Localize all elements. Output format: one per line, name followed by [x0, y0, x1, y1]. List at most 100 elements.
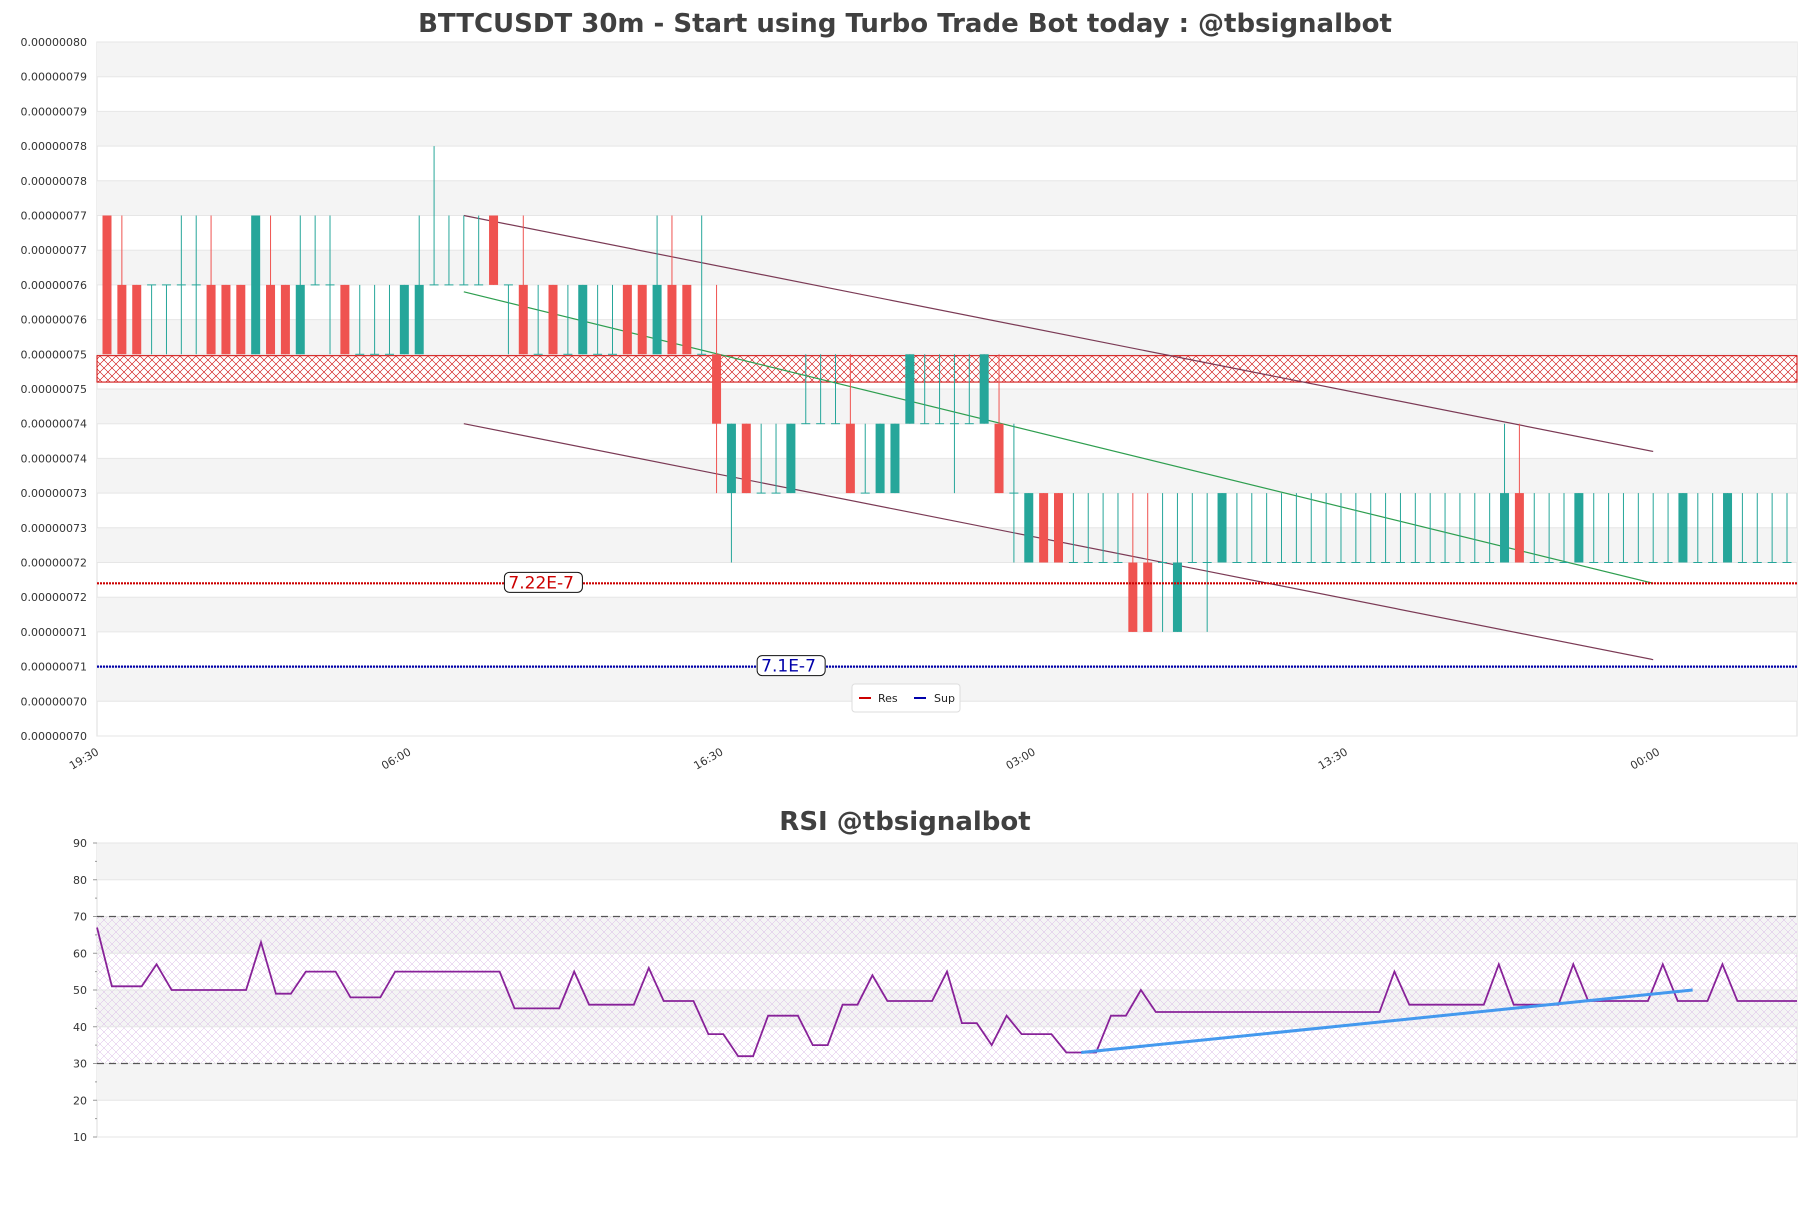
- candle: [340, 284, 350, 355]
- candle: [533, 284, 543, 355]
- price-y-tick-label: 0.00000080: [21, 36, 87, 49]
- price-x-tick-label: 13:30: [1316, 745, 1350, 772]
- candle: [1202, 493, 1212, 632]
- candle-body: [206, 284, 216, 355]
- candle: [147, 284, 157, 355]
- candle: [712, 284, 722, 494]
- price-y-tick-label: 0.00000070: [21, 730, 87, 743]
- candle-body: [712, 354, 722, 424]
- price-grid-band: [97, 180, 1797, 216]
- candle: [979, 354, 989, 424]
- candle: [503, 284, 513, 355]
- candle: [1143, 493, 1153, 632]
- candle: [414, 215, 424, 355]
- price-y-tick-label: 0.00000070: [21, 695, 87, 708]
- candle: [1708, 493, 1718, 563]
- candle: [1232, 493, 1242, 563]
- rsi-lines: [96, 915, 1797, 1065]
- candle: [1752, 493, 1762, 563]
- price-y-tick-label: 0.00000079: [21, 71, 87, 84]
- price-chart-grid: [97, 41, 1797, 737]
- candle: [890, 423, 900, 494]
- candle: [905, 354, 915, 424]
- candle: [1544, 493, 1554, 563]
- candle: [102, 215, 112, 355]
- price-y-tick-label: 0.00000079: [21, 105, 87, 118]
- candle: [741, 423, 751, 494]
- candle-body: [1172, 562, 1182, 632]
- candle-body: [1039, 493, 1049, 563]
- candle-body: [251, 215, 261, 355]
- candle: [949, 354, 959, 494]
- candle-body: [489, 215, 499, 285]
- candle: [771, 423, 781, 494]
- rsi-y-tick-label: 10: [73, 1131, 87, 1144]
- rsi-chart-title: RSI @tbsignalbot: [779, 807, 1030, 837]
- candle: [1068, 493, 1078, 563]
- candle: [266, 215, 276, 355]
- candle: [1351, 493, 1361, 563]
- candle: [935, 354, 945, 425]
- candle: [622, 284, 632, 355]
- candle: [176, 215, 186, 355]
- candle-body: [117, 284, 127, 355]
- candle: [1009, 423, 1019, 563]
- price-x-tick-label: 19:30: [67, 745, 101, 772]
- candle: [1737, 493, 1747, 563]
- candle: [295, 215, 305, 355]
- candle: [310, 215, 320, 286]
- candle: [1529, 493, 1539, 563]
- candle: [1277, 493, 1287, 563]
- candle: [1589, 493, 1599, 563]
- legend-box: [851, 683, 961, 713]
- candle: [1366, 493, 1376, 563]
- candle: [1500, 423, 1510, 563]
- candle-body: [221, 284, 231, 355]
- price-x-axis: 19:30 06:00 16:30 03:00 13:30 00:00: [67, 745, 1662, 772]
- rsi-y-tick-label: 20: [73, 1094, 87, 1107]
- candle: [578, 284, 588, 355]
- candle-body: [518, 284, 528, 355]
- candle: [994, 354, 1004, 494]
- candle: [1158, 493, 1168, 632]
- candle: [280, 284, 290, 355]
- price-y-tick-label: 0.00000071: [21, 661, 87, 674]
- candle: [370, 284, 380, 355]
- candle-body: [1723, 493, 1733, 563]
- price-x-tick-label: 06:00: [379, 745, 413, 772]
- candle: [518, 215, 528, 355]
- price-grid-band: [97, 527, 1797, 563]
- sup-level-label-box: [756, 655, 826, 677]
- candle: [726, 423, 736, 563]
- price-chart-title: BTTCUSDT 30m - Start using Turbo Trade B…: [418, 9, 1392, 39]
- candle-body: [280, 284, 290, 355]
- candle-body: [132, 284, 142, 355]
- candle: [1633, 493, 1643, 563]
- candle: [355, 284, 365, 355]
- legend: Res Sup: [851, 683, 961, 713]
- candle: [1574, 493, 1584, 563]
- candle: [1187, 493, 1197, 563]
- candle: [667, 215, 677, 355]
- candle-body: [1514, 493, 1524, 563]
- rsi-y-tick-label: 70: [73, 911, 87, 924]
- legend-res-label: Res: [878, 692, 898, 705]
- candle: [816, 354, 826, 425]
- price-y-tick-label: 0.00000076: [21, 279, 87, 292]
- candle: [325, 215, 335, 355]
- candle: [652, 215, 662, 355]
- candle: [1470, 493, 1480, 563]
- candle: [1410, 493, 1420, 563]
- candle: [1604, 493, 1614, 563]
- candle: [444, 215, 454, 286]
- candle: [682, 284, 692, 355]
- candle-body: [905, 354, 915, 424]
- candle: [429, 146, 439, 286]
- legend-sup-label: Sup: [934, 692, 955, 705]
- candle-body: [236, 284, 246, 355]
- price-y-tick-label: 0.00000075: [21, 348, 87, 361]
- candle-body: [578, 284, 588, 355]
- candle: [801, 354, 811, 425]
- candle: [1291, 493, 1301, 563]
